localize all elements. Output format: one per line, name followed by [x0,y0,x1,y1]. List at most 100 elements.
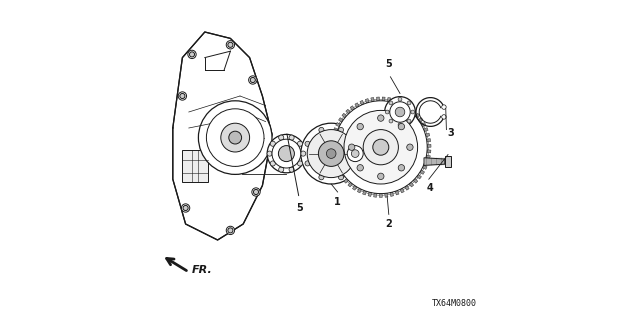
Polygon shape [173,32,272,240]
Polygon shape [417,174,422,179]
Polygon shape [371,98,374,102]
Polygon shape [397,100,402,105]
Polygon shape [333,160,337,164]
Polygon shape [331,139,335,142]
Polygon shape [182,150,208,182]
Polygon shape [385,193,388,197]
Circle shape [189,52,195,57]
Polygon shape [421,123,426,127]
Circle shape [357,124,364,130]
Circle shape [344,110,417,184]
Circle shape [407,119,411,123]
Circle shape [407,144,413,150]
Polygon shape [335,165,339,169]
Polygon shape [348,182,353,187]
Circle shape [372,139,388,155]
Polygon shape [407,106,412,110]
Polygon shape [400,188,404,193]
Text: 2: 2 [385,219,392,229]
Circle shape [442,115,446,119]
Polygon shape [424,158,445,165]
Polygon shape [380,194,382,197]
Polygon shape [355,103,359,108]
Circle shape [319,141,344,166]
Circle shape [307,130,355,178]
Polygon shape [426,139,431,142]
Circle shape [351,150,359,157]
Circle shape [326,149,336,158]
Polygon shape [353,186,357,190]
Polygon shape [426,155,430,159]
Polygon shape [426,133,429,137]
Polygon shape [333,128,338,132]
Circle shape [398,123,402,127]
Circle shape [385,97,415,127]
Polygon shape [409,182,413,187]
Circle shape [253,189,259,195]
Polygon shape [350,106,355,110]
Circle shape [298,141,303,146]
Polygon shape [413,179,418,183]
Polygon shape [374,193,377,197]
Polygon shape [415,113,420,118]
Polygon shape [422,165,427,169]
Circle shape [334,101,428,194]
Polygon shape [420,170,424,174]
Polygon shape [346,109,351,114]
Polygon shape [363,190,367,195]
Circle shape [352,161,357,166]
Polygon shape [330,144,335,147]
Polygon shape [332,133,336,137]
Text: TX64M0800: TX64M0800 [432,300,477,308]
Polygon shape [336,123,340,127]
Polygon shape [411,109,416,114]
Circle shape [180,93,185,99]
Polygon shape [392,99,396,103]
Circle shape [396,107,405,117]
Circle shape [378,115,384,121]
Polygon shape [403,103,407,108]
Circle shape [357,164,364,171]
Circle shape [178,92,187,100]
Circle shape [228,42,233,47]
Circle shape [407,101,411,105]
Polygon shape [424,160,429,164]
Polygon shape [331,150,335,153]
Circle shape [305,141,310,146]
Circle shape [249,76,257,84]
Circle shape [267,151,272,156]
Circle shape [198,101,272,174]
Polygon shape [390,192,394,196]
Text: FR.: FR. [192,265,212,276]
Circle shape [268,134,306,173]
Polygon shape [424,128,428,132]
Circle shape [278,146,294,162]
Circle shape [289,167,294,172]
Polygon shape [376,97,380,101]
Circle shape [252,188,260,196]
Text: 1: 1 [334,197,341,207]
Circle shape [270,161,275,166]
Circle shape [272,139,301,168]
Circle shape [183,205,188,211]
Polygon shape [339,118,343,122]
Circle shape [227,41,235,49]
Circle shape [301,151,306,156]
Polygon shape [427,144,431,147]
Circle shape [289,135,294,140]
Circle shape [347,146,364,162]
Circle shape [363,130,398,165]
Polygon shape [332,155,335,159]
Circle shape [227,226,235,235]
Text: 3: 3 [447,128,454,138]
Circle shape [390,102,410,122]
Polygon shape [387,98,391,102]
Circle shape [298,161,303,166]
Circle shape [229,131,242,144]
Polygon shape [382,97,385,101]
Circle shape [305,161,310,166]
Circle shape [301,123,362,184]
Circle shape [228,228,233,233]
Circle shape [378,173,384,180]
Polygon shape [368,192,372,196]
